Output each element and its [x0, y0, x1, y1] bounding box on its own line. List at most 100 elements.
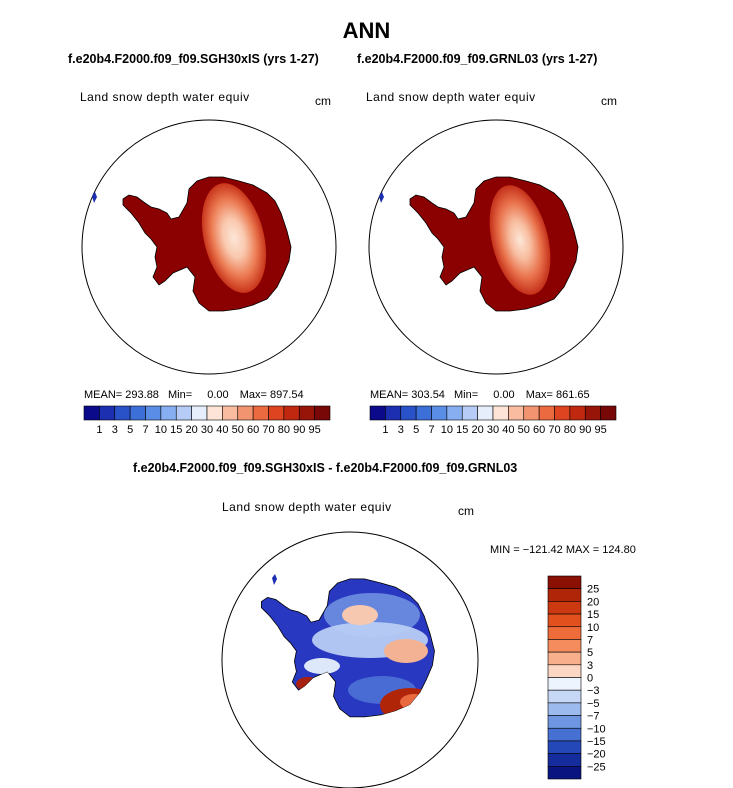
panel-2-colorbar-tick-label: 60 [533, 424, 545, 436]
difference-colorbar-tick-label: 3 [587, 660, 593, 672]
difference-colorbar-swatch [547, 689, 582, 704]
difference-min-max-stats: MIN = −121.42 MAX = 124.80 [490, 544, 636, 556]
panel-2-variable-label: Land snow depth water equiv [366, 90, 536, 104]
panel-2-colorbar-tick-label: 70 [548, 424, 560, 436]
panel-1-colorbar-tick-label: 1 [96, 424, 102, 436]
panel-1-case-title: f.e20b4.F2000.f09_f09.SGH30xIS (yrs 1-27… [68, 52, 319, 66]
panel-1-colorbar: 1 3 5 7 10 15 20 30 40 50 60 70 80 90 95 [83, 405, 331, 436]
difference-colorbar-tick-label: 0 [587, 673, 593, 685]
panel-1-colorbar-swatch [268, 405, 285, 421]
panel-1-colorbar-tick-label: 20 [186, 424, 198, 436]
panel-1-colorbar-swatch [175, 405, 192, 421]
difference-polar-map [221, 531, 479, 788]
panel-2-colorbar-swatch [554, 405, 571, 421]
panel-1-colorbar-tick-label: 60 [247, 424, 259, 436]
panel-1-colorbar-swatch [252, 405, 269, 421]
panel-2-colorbar-tick-label: 90 [579, 424, 591, 436]
panel-1-variable-label: Land snow depth water equiv [80, 90, 250, 104]
difference-colorbar-swatch [547, 753, 582, 767]
difference-colorbar-tick-label: −3 [587, 685, 600, 697]
panel-2-colorbar-swatch [369, 405, 386, 421]
panel-1-colorbar-tick-label: 95 [309, 424, 321, 436]
difference-colorbar-tick-label: 7 [587, 634, 593, 646]
panel-1-colorbar-swatch [99, 405, 116, 421]
difference-colorbar-swatch [547, 727, 582, 742]
difference-colorbar-swatch [547, 651, 582, 666]
panel-1-max-label: Max= [239, 389, 267, 401]
panel-1-colorbar-tick-label: 50 [232, 424, 244, 436]
panel-2-colorbar-tick-label: 5 [413, 424, 419, 436]
difference-colorbar-swatch [547, 601, 582, 615]
panel-1-colorbar-swatch [83, 405, 100, 421]
panel-1-colorbar-tick-label: 70 [262, 424, 274, 436]
panel-1-colorbar-tick-label: 80 [278, 424, 290, 436]
panel-2-min-value: 0.00 [493, 389, 515, 401]
difference-colorbar-tick-label: −5 [587, 698, 600, 710]
panel-1-mean-value: 293.88 [125, 389, 159, 401]
panel-2-min-label: Min= [454, 389, 479, 401]
panel-2-stats: MEAN= 303.54 Min= 0.00 Max= 861.65 [370, 389, 590, 401]
difference-colorbar-swatch [547, 575, 582, 589]
panel-2-colorbar-swatch [508, 405, 525, 421]
panel-1-stats: MEAN= 293.88 Min= 0.00 Max= 897.54 [84, 389, 304, 401]
panel-1-colorbar-tick-label: 40 [216, 424, 228, 436]
panel-2-colorbar-swatch [600, 405, 617, 421]
panel-1-polar-map [81, 119, 337, 375]
panel-2-colorbar-tick-label: 3 [398, 424, 404, 436]
panel-2-colorbar-tick-label: 30 [487, 424, 499, 436]
panel-1-max-value: 897.54 [269, 389, 304, 401]
difference-ross-neutral [304, 658, 340, 674]
panel-2-colorbar-swatch [523, 405, 540, 421]
panel-2-max-value: 861.65 [555, 389, 590, 401]
panel-1-colorbar-swatch [191, 405, 208, 421]
difference-colorbar-swatch [547, 664, 582, 678]
panel-1-units-label: cm [315, 94, 331, 108]
difference-variable-label: Land snow depth water equiv [222, 500, 392, 514]
difference-colorbar-swatch [547, 613, 582, 628]
panel-1-min-label: Min= [168, 389, 193, 401]
difference-colorbar-swatch [547, 766, 582, 780]
panel-2-colorbar-tick-label: 10 [441, 424, 453, 436]
panel-1-colorbar-swatch [114, 405, 131, 421]
difference-colorbar-tick-label: −25 [587, 761, 606, 773]
panel-1-colorbar-swatch [206, 405, 223, 421]
panel-2-colorbar-tick-label: 1 [382, 424, 388, 436]
panel-1-colorbar-swatch [160, 405, 177, 421]
difference-positive-core-east [384, 639, 428, 663]
panel-1-colorbar-swatch [283, 405, 300, 421]
panel-1-colorbar-tick-label: 10 [155, 424, 167, 436]
difference-colorbar-tick-label: −15 [587, 736, 606, 748]
panel-1-colorbar-tick-label: 90 [293, 424, 305, 436]
panel-2-colorbar-swatch [569, 405, 586, 421]
difference-colorbar-tick-label: −20 [587, 749, 606, 761]
panel-1-colorbar-tick-label: 30 [201, 424, 213, 436]
difference-colorbar-tick-label: 15 [587, 609, 599, 621]
panel-2-colorbar-swatch [415, 405, 432, 421]
difference-colorbar-tick-label: −10 [587, 723, 606, 735]
panel-2-high-snow-core [489, 185, 551, 295]
main-title: ANN [342, 18, 391, 43]
panel-2-polar-map [368, 119, 624, 375]
difference-colorbar-swatch [547, 588, 582, 602]
panel-2-colorbar-swatch [477, 405, 494, 421]
panel-2-colorbar-swatch [431, 405, 448, 421]
panel-1-colorbar-swatch [298, 405, 315, 421]
panel-2-case-title: f.e20b4.F2000.f09_f09.GRNL03 (yrs 1-27) [357, 52, 598, 66]
panel-2-colorbar-swatch [400, 405, 417, 421]
panel-2-max-label: Max= [525, 389, 553, 401]
difference-units-label: cm [458, 504, 474, 518]
difference-colorbar-tick-label: −7 [587, 711, 600, 723]
panel-2-colorbar-tick-label: 40 [502, 424, 514, 436]
difference-title: f.e20b4.F2000.f09_f09.SGH30xIS - f.e20b4… [133, 461, 518, 475]
difference-colorbar-swatch [547, 677, 582, 691]
panel-2-mean-value: 303.54 [411, 389, 445, 401]
difference-colorbar-tick-label: 20 [587, 596, 599, 608]
panel-2-colorbar-swatch [446, 405, 463, 421]
panel-1-mean-label: MEAN= [84, 389, 123, 401]
panel-2-colorbar-tick-label: 20 [472, 424, 484, 436]
panel-2-colorbar-swatch [385, 405, 402, 421]
difference-colorbar-tick-label: 5 [587, 647, 593, 659]
panel-2-colorbar-swatch [461, 405, 478, 421]
